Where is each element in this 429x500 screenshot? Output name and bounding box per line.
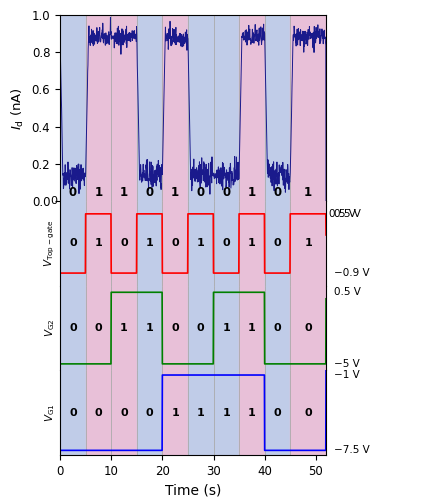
Bar (214, 370, 239, 455)
Bar (86, 370, 111, 455)
Text: 0: 0 (274, 408, 281, 418)
Text: 1: 1 (120, 186, 128, 200)
Bar (162, 370, 188, 455)
Text: 0: 0 (171, 238, 179, 248)
Bar (162, 15, 188, 201)
Bar (214, 15, 239, 201)
Bar (111, 370, 137, 455)
Bar (188, 370, 214, 455)
Bar (86, 201, 111, 286)
Text: 1: 1 (94, 186, 103, 200)
Text: 0.5 V: 0.5 V (329, 209, 356, 219)
Bar (162, 286, 188, 370)
Y-axis label: $V_{\mathrm{G2}}$: $V_{\mathrm{G2}}$ (43, 319, 57, 338)
Bar (137, 201, 162, 286)
Text: 1: 1 (248, 238, 256, 248)
Text: 0: 0 (222, 186, 230, 200)
Text: 1: 1 (248, 323, 256, 333)
Text: 1: 1 (248, 186, 256, 200)
Text: 0: 0 (274, 323, 281, 333)
Bar (86, 15, 111, 201)
Bar (86, 286, 111, 370)
Bar (188, 286, 214, 370)
Bar (265, 201, 290, 286)
Text: 0: 0 (95, 323, 102, 333)
Text: 1: 1 (146, 238, 154, 248)
Bar (290, 370, 326, 455)
Text: 1: 1 (171, 186, 179, 200)
Bar (239, 286, 265, 370)
Text: 1: 1 (197, 408, 205, 418)
Bar (265, 370, 290, 455)
Bar (137, 370, 162, 455)
Bar (111, 15, 137, 201)
Bar (290, 286, 326, 370)
Text: 0: 0 (69, 408, 77, 418)
Y-axis label: $I_{\mathrm{d}}$ (nA): $I_{\mathrm{d}}$ (nA) (10, 86, 26, 130)
Text: 0: 0 (51, 196, 57, 206)
Y-axis label: $V_{\mathrm{Top-gate}}$: $V_{\mathrm{Top-gate}}$ (43, 220, 57, 267)
Text: 0: 0 (223, 238, 230, 248)
Text: 0: 0 (69, 238, 77, 248)
Bar (111, 201, 137, 286)
Text: 1: 1 (304, 238, 312, 248)
Bar (137, 286, 162, 370)
Text: −5 V: −5 V (334, 359, 360, 369)
Bar (60, 370, 86, 455)
Text: 1: 1 (222, 323, 230, 333)
Bar (290, 15, 326, 201)
Text: −0.9 V: −0.9 V (334, 268, 369, 278)
Text: 0: 0 (146, 408, 154, 418)
Text: 0: 0 (120, 408, 128, 418)
Text: 0: 0 (95, 408, 102, 418)
Text: 0: 0 (120, 238, 128, 248)
Text: 0: 0 (69, 323, 77, 333)
Bar (239, 201, 265, 286)
Text: 1: 1 (222, 408, 230, 418)
Bar (188, 201, 214, 286)
Bar (60, 15, 86, 201)
Text: 1: 1 (304, 186, 312, 200)
Bar (239, 370, 265, 455)
Bar (214, 286, 239, 370)
Text: −7.5 V: −7.5 V (334, 446, 369, 456)
Text: −1 V: −1 V (334, 370, 360, 380)
Bar (290, 201, 326, 286)
X-axis label: Time (s): Time (s) (165, 484, 221, 498)
Text: 1: 1 (171, 408, 179, 418)
Text: 0: 0 (304, 408, 312, 418)
Text: 1: 1 (94, 238, 102, 248)
Bar (265, 15, 290, 201)
Bar (111, 286, 137, 370)
Text: 0: 0 (145, 186, 154, 200)
Text: 0: 0 (69, 186, 77, 200)
Text: 0.5 V: 0.5 V (334, 209, 361, 219)
Text: 0: 0 (273, 186, 281, 200)
Text: 0: 0 (197, 323, 205, 333)
Text: 1: 1 (146, 323, 154, 333)
Text: 0: 0 (171, 323, 179, 333)
Bar (214, 201, 239, 286)
Text: 0: 0 (196, 186, 205, 200)
Text: 0.5 V: 0.5 V (334, 288, 361, 298)
Bar (137, 15, 162, 201)
Bar (162, 201, 188, 286)
Text: 0: 0 (304, 323, 312, 333)
Text: 1: 1 (248, 408, 256, 418)
Bar (60, 201, 86, 286)
Bar (239, 15, 265, 201)
Bar (60, 286, 86, 370)
Text: 1: 1 (120, 323, 128, 333)
Y-axis label: $V_{\mathrm{G1}}$: $V_{\mathrm{G1}}$ (43, 404, 57, 422)
Text: 1: 1 (197, 238, 205, 248)
Text: 0: 0 (274, 238, 281, 248)
Bar (265, 286, 290, 370)
Bar (188, 15, 214, 201)
